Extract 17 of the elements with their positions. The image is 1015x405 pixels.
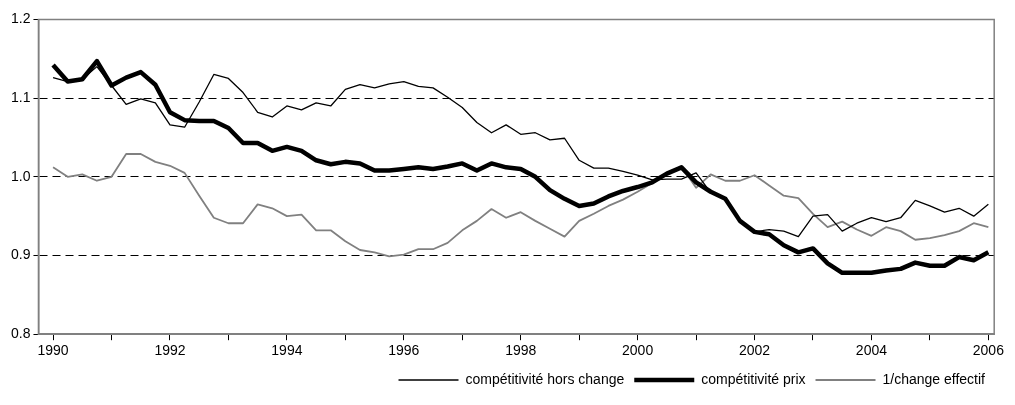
x-tick-label: 2004	[855, 342, 888, 359]
y-tick-label: 1.0	[10, 167, 31, 184]
x-tick-label: 1998	[505, 342, 537, 359]
y-tick-label: 1.1	[10, 88, 31, 105]
y-tick-label: 1.2	[10, 10, 31, 27]
x-tick-label: 1990	[37, 342, 69, 359]
x-tick-label: 1992	[154, 342, 186, 359]
x-tick-label: 2002	[738, 342, 771, 359]
legend-label: compétitivité hors change	[465, 370, 625, 387]
x-tick-label: 2006	[972, 342, 1005, 359]
x-tick-label: 2000	[622, 342, 654, 359]
y-tick-label: 0.9	[10, 246, 31, 263]
x-tick-label: 1994	[271, 342, 303, 359]
y-tick-label: 0.8	[10, 325, 31, 342]
legend-label: 1/change effectif	[882, 370, 986, 387]
x-tick-label: 1996	[388, 342, 420, 359]
legend-label: compétitivité prix	[701, 370, 806, 387]
